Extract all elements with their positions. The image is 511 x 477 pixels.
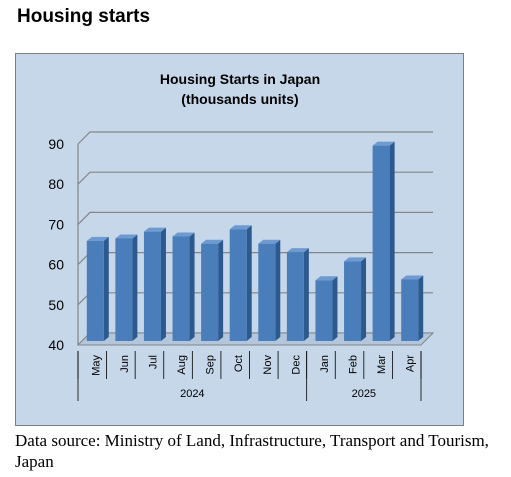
bar-side <box>160 227 166 341</box>
bar-side <box>132 234 138 341</box>
bar <box>86 236 109 341</box>
bar-front <box>143 231 161 341</box>
gridline <box>77 171 433 185</box>
bar <box>286 248 309 341</box>
bar-front <box>372 145 390 341</box>
x-tick-label: Sep <box>205 355 217 375</box>
bar <box>401 275 424 341</box>
category-group-label: 2025 <box>352 388 376 400</box>
bar-side <box>103 236 109 341</box>
x-tick-label: Apr <box>405 355 417 372</box>
y-tick-label: 50 <box>48 297 64 313</box>
chart-subtitle: (thousands units) <box>181 91 298 107</box>
bar-side <box>303 248 309 341</box>
bar-front <box>344 261 362 341</box>
bar-side <box>218 239 224 341</box>
bar-side <box>189 232 195 341</box>
x-tick-label: Dec <box>290 355 302 375</box>
bar-top <box>229 225 252 230</box>
bar <box>315 276 338 341</box>
x-tick-label: Jul <box>147 355 159 369</box>
y-tick-label: 40 <box>48 337 64 353</box>
bar-front <box>258 243 276 341</box>
x-tick-label: Oct <box>233 355 245 372</box>
chart-frame: Housing Starts in Japan (thousands units… <box>15 53 464 426</box>
bar-top <box>115 234 138 239</box>
bar-top <box>201 239 224 244</box>
x-tick-label: Mar <box>376 355 388 374</box>
bar <box>372 141 395 341</box>
bar <box>258 239 281 341</box>
y-axis: 40 50 60 70 80 90 <box>48 136 64 353</box>
bar <box>229 225 252 341</box>
bar-top <box>172 232 195 237</box>
bar <box>115 234 138 341</box>
bar-side <box>246 225 252 341</box>
bar-front <box>115 238 133 341</box>
bar-side <box>361 257 367 341</box>
y-tick-label: 90 <box>48 136 64 152</box>
x-tick-label: Jun <box>119 355 131 373</box>
bar-top <box>286 248 309 253</box>
bar-front <box>86 240 104 341</box>
bar-front <box>229 229 247 341</box>
bar-top <box>143 227 166 232</box>
bar-front <box>286 252 304 341</box>
chart-title: Housing Starts in Japan <box>160 71 320 87</box>
x-tick-label: Jan <box>319 355 331 373</box>
bar-side <box>418 275 424 341</box>
gridline <box>77 211 433 225</box>
y-tick-label: 60 <box>48 257 64 273</box>
bar-layer <box>86 141 424 341</box>
gridline <box>77 131 433 145</box>
x-tick-label: May <box>90 355 102 376</box>
x-tick-label: Aug <box>176 355 188 375</box>
bar <box>344 257 367 341</box>
bar-side <box>275 239 281 341</box>
category-group-label: 2024 <box>180 388 204 400</box>
x-tick-label: Nov <box>262 355 274 375</box>
data-source-note: Data source: Ministry of Land, Infrastru… <box>15 431 489 471</box>
bar <box>143 227 166 341</box>
bar-front <box>172 236 190 341</box>
bar-front <box>315 280 333 341</box>
bar-top <box>258 239 281 244</box>
bar-side <box>332 276 338 341</box>
y-tick-label: 80 <box>48 176 64 192</box>
bar-top <box>86 236 109 241</box>
bar-chart: Housing Starts in Japan (thousands units… <box>48 71 435 401</box>
bar-side <box>389 141 395 341</box>
bar <box>201 239 224 341</box>
bar-front <box>201 243 219 341</box>
bar-top <box>315 276 338 281</box>
y-tick-label: 70 <box>48 216 64 232</box>
bar <box>172 232 195 341</box>
bar-top <box>401 275 424 280</box>
bar-top <box>344 257 367 262</box>
x-axis: May Jun Jul Aug Sep Oct Nov Dec Jan Feb Mar Apr 2024… <box>77 351 422 401</box>
bar-front <box>401 279 419 341</box>
bar-top <box>372 141 395 146</box>
x-tick-label: Feb <box>348 355 360 374</box>
page-heading: Housing starts <box>17 6 151 27</box>
